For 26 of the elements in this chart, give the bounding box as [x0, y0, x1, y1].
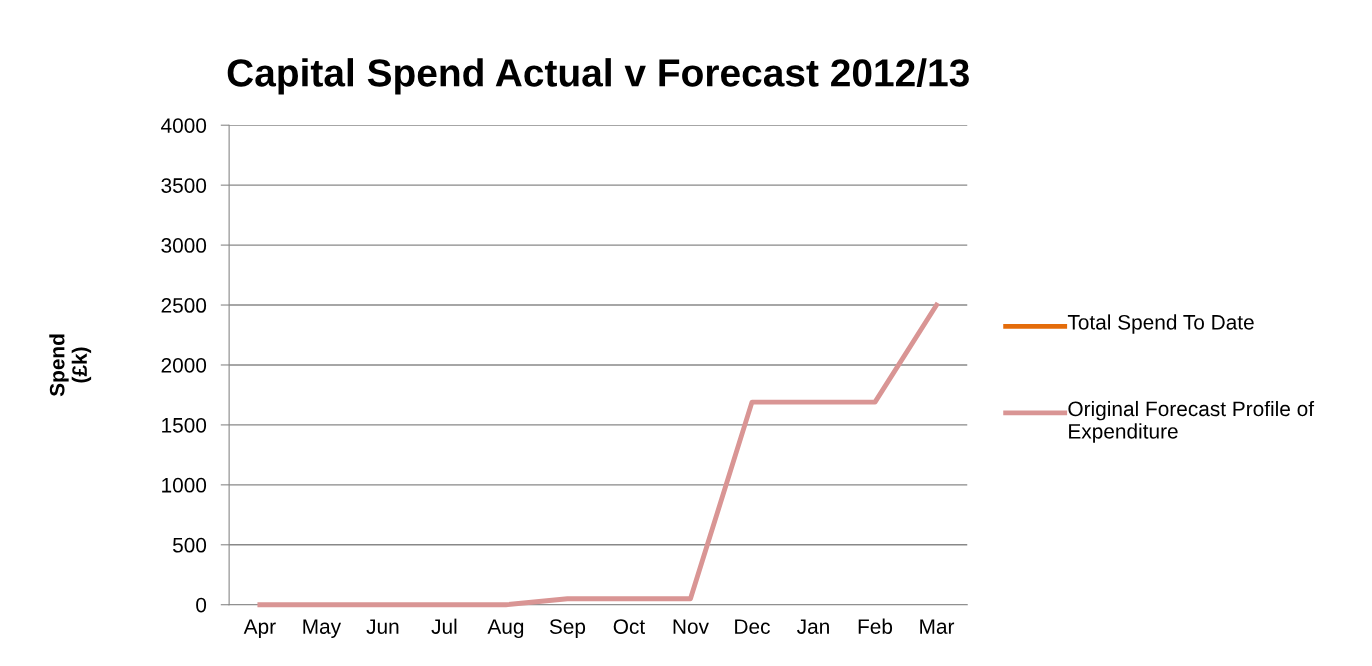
x-tick-label: May [303, 619, 342, 639]
x-tick-label: Jul [431, 618, 457, 634]
x-tick-label: Dec [735, 619, 770, 634]
line-series [257, 302, 939, 608]
y-tick-label: 2000 [161, 357, 207, 373]
y-tick-label: 1500 [162, 417, 207, 433]
x-tick-label: Jun [366, 619, 399, 634]
y-tick-label: 4000 [161, 118, 207, 133]
legend-label: Original Forecast Profile of Expenditure [1068, 400, 1315, 443]
legend-label: Total Spend To Date [1067, 314, 1254, 334]
x-tick-label: Feb [858, 618, 893, 634]
chart-title: Capital Spend Actual v Forecast 2012/13 [227, 58, 969, 95]
y-tick-label: 0 [196, 597, 207, 613]
x-tick-label: Aug [487, 619, 524, 639]
x-tick-label: Jan [797, 619, 829, 634]
x-tick-label: Apr [243, 619, 276, 639]
x-tick-label: Oct [613, 619, 645, 634]
y-tick-label: 3500 [161, 178, 207, 193]
x-tick-label: Sep [549, 619, 586, 639]
x-tick-label: Nov [673, 619, 709, 634]
y-tick-label: 1000 [162, 477, 207, 493]
x-tick-label: Mar [920, 619, 955, 634]
y-tick-label: 500 [172, 537, 207, 553]
y-axis-title: Spend (£k) [49, 334, 92, 397]
y-tick-label: 2500 [161, 298, 207, 313]
y-tick-label: 3000 [161, 238, 207, 253]
